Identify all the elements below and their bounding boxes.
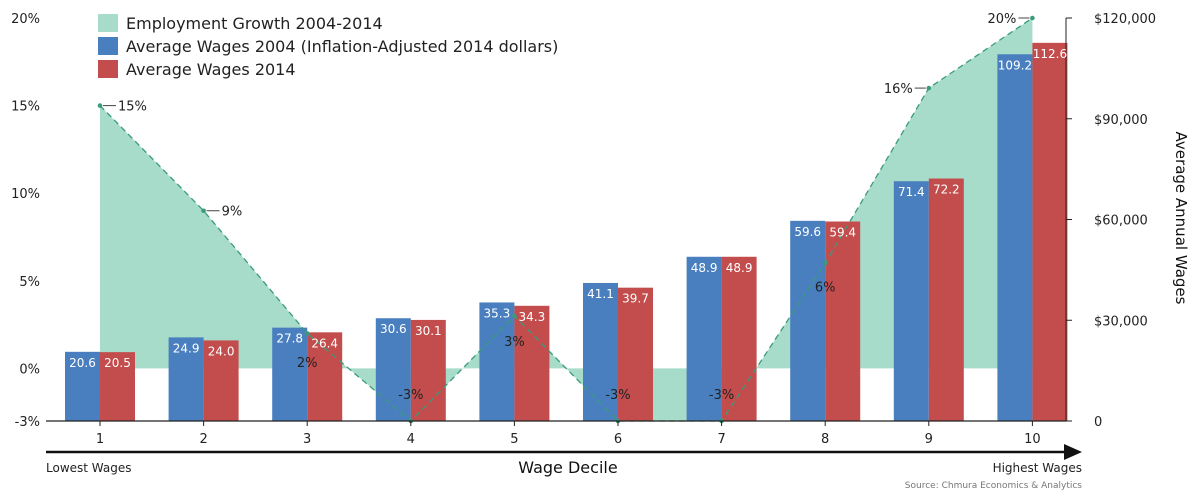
bar-2014-label-decile-8: 59.4 — [829, 226, 856, 240]
bar-2014-label-decile-3: 26.4 — [311, 336, 338, 350]
bar-2014-label-decile-4: 30.1 — [415, 324, 442, 338]
right-tick-label-0: $120,000 — [1094, 12, 1156, 27]
employment-point-decile-8 — [822, 261, 828, 266]
source-note: Source: Chmura Economics & Analytics — [905, 481, 1083, 491]
x-tick-label-9: 9 — [925, 432, 933, 447]
x-tick-label-8: 8 — [821, 432, 829, 447]
left-tick-label-5: -3% — [15, 415, 40, 430]
employment-point-decile-10 — [1030, 15, 1035, 21]
wage-direction-arrow-head — [1064, 444, 1082, 460]
employment-label-decile-10: 20% — [987, 12, 1016, 27]
bar-2014-decile-4 — [410, 319, 446, 421]
legend-label-2: Average Wages 2014 — [126, 60, 296, 79]
bar-2004-label-decile-6: 41.1 — [587, 287, 614, 301]
axes-layer: 20% 15% 10% 5% 0% -3% $120,000 $90,000 $60,000 $3… — [11, 12, 1156, 460]
left-tick-label-2: 10% — [11, 187, 40, 202]
bar-2004-label-decile-10: 109.2 — [998, 58, 1032, 72]
right-tick-label-2: $60,000 — [1094, 214, 1148, 229]
bar-2014-decile-10 — [1032, 42, 1068, 422]
legend-label-1: Average Wages 2004 (Inflation-Adjusted 2… — [126, 37, 558, 56]
bar-2004-decile-8 — [790, 220, 826, 421]
left-tick-label-3: 5% — [19, 275, 40, 290]
employment-point-decile-9 — [926, 85, 932, 91]
bar-2004-decile-1 — [65, 351, 100, 421]
bar-2014-label-decile-6: 39.7 — [622, 292, 649, 306]
bar-2014-label-decile-10: 112.6 — [1033, 47, 1067, 61]
bar-2014-decile-2 — [203, 340, 239, 421]
x-tick-label-2: 2 — [199, 432, 207, 447]
right-tick-label-4: 0 — [1094, 415, 1102, 430]
right-axis-title: Average Annual Wages — [1172, 132, 1190, 305]
x-tick-label-6: 6 — [614, 432, 622, 447]
bar-2004-label-decile-7: 48.9 — [691, 261, 718, 275]
legend-swatch-2 — [98, 60, 118, 78]
x-tick-label-10: 10 — [1024, 432, 1041, 447]
bar-2004-decile-2 — [168, 337, 204, 421]
bar-2004-decile-7 — [686, 256, 722, 421]
employment-growth-line — [99, 17, 1033, 422]
bar-2004-label-decile-1: 20.6 — [69, 356, 96, 370]
lowest-wages-label: Lowest Wages — [46, 461, 132, 475]
bar-2004-label-decile-3: 27.8 — [276, 332, 303, 346]
bar-2014-label-decile-1: 20.5 — [104, 356, 131, 370]
bar-2004-label-decile-4: 30.6 — [380, 322, 407, 336]
bar-2014-label-decile-2: 24.0 — [208, 344, 235, 358]
bar-2014-label-decile-7: 48.9 — [726, 261, 753, 275]
bar-2014-decile-3 — [307, 332, 343, 421]
right-tick-label-1: $90,000 — [1094, 113, 1148, 128]
employment-point-decile-5 — [512, 313, 517, 319]
employment-point-decile-2 — [201, 208, 206, 214]
labels-layer: 20.6 24.9 27.8 30.6 35.3 41.1 48.9 59.6 71.4 109.… — [69, 12, 1067, 403]
bar-2014-decile-5 — [514, 305, 550, 421]
x-tick-label-4: 4 — [407, 432, 415, 447]
bar-2014-label-decile-9: 72.2 — [933, 183, 960, 197]
employment-label-decile-6: -3% — [605, 388, 630, 403]
bar-2014-decile-6 — [618, 287, 653, 421]
right-tick-label-3: $30,000 — [1094, 314, 1148, 329]
employment-label-decile-4: -3% — [398, 388, 423, 403]
legend: Employment Growth 2004-2014 Average Wages… — [98, 14, 558, 79]
bar-2004-decile-3 — [272, 327, 308, 421]
bar-2014-decile-8 — [825, 221, 861, 421]
employment-label-decile-8: 6% — [815, 280, 836, 295]
bar-2004-label-decile-8: 59.6 — [794, 225, 821, 239]
bar-2004-decile-6 — [583, 282, 618, 421]
employment-label-decile-9: 16% — [884, 82, 913, 97]
legend-swatch-0 — [98, 14, 118, 32]
left-tick-label-4: 0% — [19, 362, 40, 377]
bar-2014-label-decile-5: 34.3 — [519, 310, 546, 324]
legend-swatch-1 — [98, 37, 118, 55]
x-tick-label-3: 3 — [303, 432, 311, 447]
left-tick-label-1: 15% — [11, 100, 40, 115]
wage-bars-layer — [65, 42, 1068, 422]
highest-wages-label: Highest Wages — [993, 461, 1082, 475]
bar-2004-label-decile-2: 24.9 — [173, 341, 200, 355]
employment-label-decile-3: 2% — [297, 356, 318, 371]
bar-2004-label-decile-9: 71.4 — [898, 185, 925, 199]
x-axis-title: Wage Decile — [518, 458, 617, 477]
bar-2004-decile-4 — [375, 318, 411, 421]
employment-point-decile-1 — [97, 103, 103, 108]
left-tick-label-0: 20% — [11, 12, 40, 27]
bar-2014-decile-9 — [928, 178, 964, 421]
employment-point-decile-3 — [304, 331, 310, 336]
bar-2014-decile-1 — [100, 352, 135, 421]
x-tick-label-1: 1 — [96, 432, 104, 447]
employment-growth-line-layer — [97, 15, 1035, 424]
bar-2004-label-decile-5: 35.3 — [484, 306, 511, 320]
bar-2004-decile-10 — [997, 54, 1033, 422]
employment-label-decile-1: 15% — [118, 100, 147, 115]
employment-label-decile-2: 9% — [222, 205, 243, 220]
x-tick-label-5: 5 — [510, 432, 518, 447]
bar-2004-decile-9 — [893, 181, 929, 421]
legend-label-0: Employment Growth 2004-2014 — [126, 14, 383, 33]
employment-label-decile-5: 3% — [504, 335, 525, 350]
employment-label-decile-7: -3% — [709, 388, 734, 403]
x-tick-label-7: 7 — [717, 432, 725, 447]
